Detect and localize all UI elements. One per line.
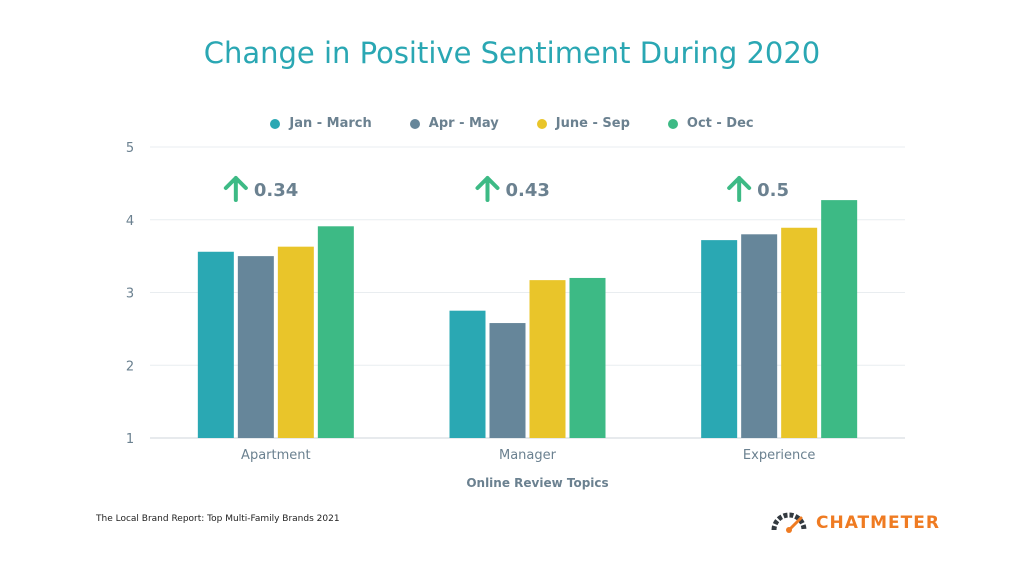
chart-title: Change in Positive Sentiment During 2020 xyxy=(203,36,821,70)
x-tick-label-experience: Experience xyxy=(743,448,816,463)
brand-name: CHATMETER xyxy=(816,513,940,533)
bar-manager-2 xyxy=(489,323,526,438)
x-tick-label-apartment: Apartment xyxy=(241,448,311,463)
y-tick-label-1: 1 xyxy=(126,432,134,447)
legend-dot-3 xyxy=(536,118,547,129)
legend-label-2: Apr - May xyxy=(428,116,499,131)
brand-logo: CHATMETER xyxy=(770,512,940,534)
chatmeter-gauge-icon xyxy=(771,512,807,533)
legend-label-1: Jan - March xyxy=(289,116,372,131)
x-tick-label-manager: Manager xyxy=(499,448,557,463)
bar-experience-1 xyxy=(701,240,738,438)
change-label-apartment: 0.34 xyxy=(254,180,298,201)
legend: Jan - March Apr - May June - Sep Oct - D… xyxy=(0,116,1024,131)
legend-dot-1 xyxy=(270,118,281,129)
legend-item-1: Jan - March xyxy=(270,116,372,131)
change-label-experience: 0.5 xyxy=(757,180,789,201)
change-label-manager: 0.43 xyxy=(506,180,550,201)
y-tick-label-5: 5 xyxy=(126,141,134,156)
legend-item-3: June - Sep xyxy=(536,116,630,131)
legend-dot-2 xyxy=(409,118,420,129)
legend-dot-4 xyxy=(667,118,678,129)
bar-manager-3 xyxy=(529,280,566,438)
y-tick-label-4: 4 xyxy=(126,214,134,229)
bar-experience-4 xyxy=(821,200,858,438)
y-tick-label-2: 2 xyxy=(126,359,134,374)
bar-apartment-4 xyxy=(317,226,354,438)
up-arrow-icon-experience xyxy=(727,176,752,202)
bar-apartment-3 xyxy=(277,246,314,438)
legend-item-4: Oct - Dec xyxy=(667,116,754,131)
legend-label-4: Oct - Dec xyxy=(686,116,754,131)
bar-apartment-1 xyxy=(197,251,234,438)
up-arrow-icon-manager xyxy=(475,176,500,202)
legend-item-2: Apr - May xyxy=(409,116,499,131)
legend-label-3: June - Sep xyxy=(555,116,630,131)
up-arrow-icon-apartment xyxy=(223,176,248,202)
source-footnote: The Local Brand Report: Top Multi-Family… xyxy=(96,514,340,524)
bar-apartment-2 xyxy=(237,256,274,438)
bar-experience-3 xyxy=(781,227,818,438)
bar-manager-4 xyxy=(569,277,606,438)
x-axis-title: Online Review Topics xyxy=(466,476,608,490)
y-tick-label-3: 3 xyxy=(126,287,134,302)
bar-experience-2 xyxy=(741,234,778,438)
bar-manager-1 xyxy=(449,310,486,438)
